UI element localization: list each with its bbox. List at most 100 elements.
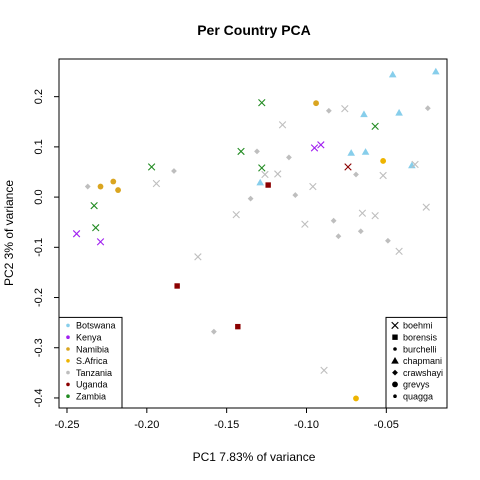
data-point [408,161,416,169]
data-point [310,144,319,152]
country-legend-box [58,316,123,409]
data-point [313,100,319,107]
data-point [174,283,180,289]
data-point [347,149,355,156]
data-point [388,70,397,78]
data-point [380,158,387,164]
legend-label: boehmi [403,321,433,331]
data-point [286,154,292,161]
y-tick-label: -0.1 [33,238,45,257]
x-tick-label: -0.25 [54,419,79,431]
data-point [235,323,241,330]
data-point [96,238,105,246]
data-point [371,122,379,130]
data-point [344,163,352,171]
legend-symbol [391,321,399,330]
data-point [72,230,81,238]
y-tick-label: 0.2 [33,89,45,104]
data-point [335,233,342,240]
legend-symbol [392,334,398,340]
data-point [309,182,317,191]
data-point [256,178,264,186]
x-tick-label: -0.15 [214,419,239,431]
legend-swatch [66,359,70,363]
y-tick-label: -0.3 [33,338,45,357]
y-tick-label: -0.2 [33,288,45,307]
legend-swatch [66,394,70,399]
data-point [358,209,367,217]
chart-title: Per Country PCA [197,22,311,38]
y-tick-label: -0.4 [33,388,45,407]
legend-label: Zambia [76,392,106,402]
data-point [432,67,440,75]
data-point [357,228,364,235]
legend-symbol [393,347,397,351]
data-point [353,171,359,178]
data-point [379,171,387,180]
data-point [265,182,271,188]
legend-label: chapmani [403,356,442,366]
data-point [90,201,98,210]
data-point [210,328,217,335]
data-point [115,187,121,193]
legend-label: crawshayi [403,368,443,378]
data-point [301,220,309,228]
data-point [360,110,368,118]
x-axis-title: PC1 7.83% of variance [193,450,316,464]
data-point [395,247,403,256]
y-tick-label: 0.1 [33,139,45,154]
legend-label: Uganda [76,380,108,390]
data-point [325,107,332,114]
data-point [292,192,299,198]
data-point [258,164,266,172]
data-point [110,178,117,185]
data-point [361,148,370,155]
data-point [258,98,266,107]
legend-label: Tanzania [76,368,112,378]
data-point [411,160,419,169]
x-axis: -0.25 -0.20 -0.15 -0.10 -0.05 [54,407,399,431]
legend-swatch [66,335,70,340]
data-point [237,147,245,156]
data-point [330,217,337,224]
legend-swatch [66,370,70,375]
data-point [341,105,349,113]
data-point [278,121,287,129]
legend-swatch [66,323,70,328]
data-point [92,224,100,232]
data-point [261,170,269,179]
data-point [371,211,379,220]
legend-label: quagga [403,392,433,402]
legend-label: Botswana [76,321,116,331]
data-point [247,195,254,202]
data-point [424,105,431,112]
legend-swatch [66,382,70,387]
data-point [194,253,202,261]
data-point [97,183,104,190]
data-point [422,203,430,211]
legend-label: borensis [403,333,438,343]
data-point [232,210,240,219]
x-tick-label: -0.10 [294,419,319,431]
data-point [84,183,91,190]
legend-swatch [66,347,70,351]
data-points [72,67,440,402]
data-point [274,170,282,178]
legend-label: S.Africa [76,356,108,366]
legend-symbol [391,357,399,364]
legend-label: grevys [403,380,430,390]
y-tick-label: 0.0 [33,189,45,204]
legend-symbol [392,369,398,376]
x-tick-label: -0.20 [134,419,159,431]
data-point [385,237,391,244]
legend-symbol [393,394,397,399]
legend-symbol [392,381,398,388]
data-point [171,168,177,174]
x-tick-label: -0.05 [374,419,399,431]
data-point [353,395,359,402]
data-point [320,366,328,375]
data-point [152,179,161,188]
